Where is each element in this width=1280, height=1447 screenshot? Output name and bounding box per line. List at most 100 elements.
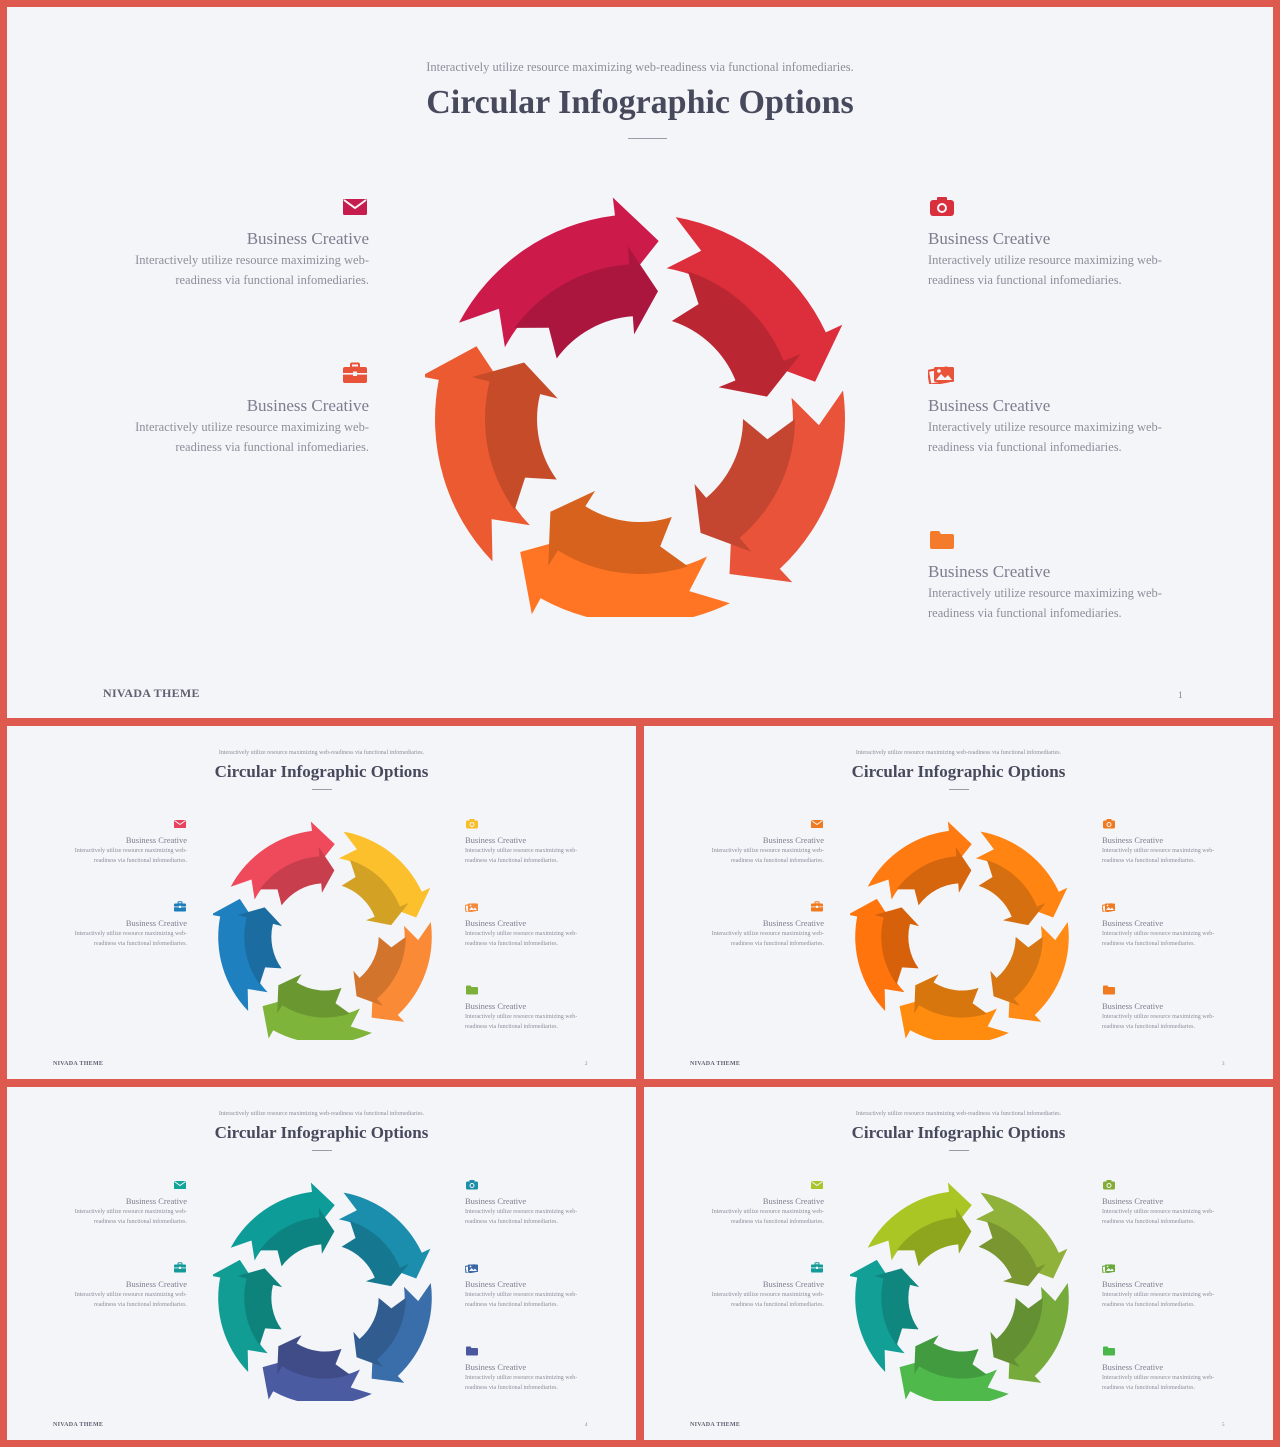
item-title: Business Creative [125, 1279, 187, 1289]
circular-arrow-diagram [850, 1182, 1069, 1401]
title-underline [628, 138, 667, 139]
cycle-arrow-outer [338, 831, 431, 918]
briefcase-icon [810, 901, 824, 912]
brand-name: NIVADA THEME [53, 1061, 104, 1067]
cycle-arrow-inner [671, 271, 801, 397]
cycle-arrow-outer [850, 898, 905, 1012]
cycle-arrow-inner [914, 974, 987, 1018]
cycle-arrow-inner [514, 246, 658, 359]
info-item: Business Creative Interactively utilize … [1102, 1345, 1222, 1393]
images-icon [465, 1262, 479, 1273]
item-text: Interactively utilize resource maximizin… [465, 1209, 578, 1225]
folder-icon [465, 1345, 479, 1356]
item-text: Interactively utilize resource maximizin… [1102, 1209, 1215, 1225]
item-title: Business Creative [762, 918, 824, 928]
item-text: Interactively utilize resource maximizin… [135, 420, 369, 454]
slide-2[interactable]: Interactively utilize resource maximizin… [7, 726, 636, 1079]
cycle-arrow-outer [1008, 1283, 1069, 1383]
cycle-arrow-inner [548, 490, 688, 574]
circular-arrow-diagram [425, 197, 845, 617]
item-text: Interactively utilize resource maximizin… [1102, 931, 1215, 947]
cycle-arrow-inner [237, 907, 283, 985]
camera-icon [928, 195, 956, 217]
item-title: Business Creative [928, 229, 1051, 248]
cycle-arrow-inner [259, 846, 335, 906]
info-item: Business Creative Interactively utilize … [704, 1262, 824, 1310]
title-underline [312, 789, 332, 790]
cycle-arrow-inner [277, 974, 350, 1018]
item-text: Interactively utilize resource maximizin… [465, 1292, 578, 1308]
briefcase-icon [810, 1262, 824, 1273]
item-title: Business Creative [928, 562, 1051, 581]
brand-name: NIVADA THEME [103, 686, 200, 700]
camera-icon [465, 1179, 479, 1190]
cycle-arrow-inner [694, 419, 795, 552]
item-text: Interactively utilize resource maximizin… [928, 586, 1162, 620]
item-text: Interactively utilize resource maximizin… [1102, 1292, 1215, 1308]
item-title: Business Creative [246, 229, 369, 248]
info-item: Business Creative Interactively utilize … [67, 1179, 187, 1227]
envelope-icon [173, 818, 187, 829]
info-item: Business Creative Interactively utilize … [1102, 1179, 1222, 1227]
item-title: Business Creative [465, 835, 527, 845]
slide-title: Circular Infographic Options [214, 1123, 429, 1142]
title-underline [949, 789, 969, 790]
slide-4[interactable]: Interactively utilize resource maximizin… [7, 1087, 636, 1440]
images-icon [465, 901, 479, 912]
cycle-arrow-outer [371, 922, 432, 1022]
info-item: Business Creative Interactively utilize … [133, 195, 369, 295]
slide-1[interactable]: Interactively utilize resource maximizin… [7, 7, 1273, 718]
item-title: Business Creative [1102, 1362, 1164, 1372]
cycle-arrow-outer [867, 1182, 972, 1261]
cycle-arrow-outer [729, 390, 845, 583]
info-item: Business Creative Interactively utilize … [465, 1179, 585, 1227]
slide-subtitle: Interactively utilize resource maximizin… [855, 1111, 1062, 1117]
folder-icon [928, 528, 956, 550]
item-title: Business Creative [125, 918, 187, 928]
item-text: Interactively utilize resource maximizin… [711, 848, 824, 864]
folder-icon [1102, 1345, 1116, 1356]
cycle-arrow-inner [990, 936, 1043, 1006]
info-item: Business Creative Interactively utilize … [1102, 818, 1222, 866]
item-title: Business Creative [928, 396, 1051, 415]
item-title: Business Creative [1102, 918, 1164, 928]
page-number: 2 [585, 1062, 588, 1067]
info-item: Business Creative Interactively utilize … [465, 901, 585, 949]
item-title: Business Creative [762, 1279, 824, 1289]
item-title: Business Creative [465, 918, 527, 928]
cycle-arrow-inner [353, 1297, 406, 1367]
item-title: Business Creative [465, 1196, 527, 1206]
briefcase-icon [173, 1262, 187, 1273]
cycle-arrow-outer [338, 1192, 431, 1279]
slide-title: Circular Infographic Options [851, 1123, 1066, 1142]
item-title: Business Creative [1102, 1196, 1164, 1206]
info-item: Business Creative Interactively utilize … [67, 1262, 187, 1310]
cycle-arrow-inner [914, 1335, 987, 1379]
cycle-arrow-outer [666, 217, 843, 382]
info-item: Business Creative Interactively utilize … [465, 1262, 585, 1310]
item-title: Business Creative [125, 1196, 187, 1206]
cycle-arrow-inner [277, 1335, 350, 1379]
slide-5[interactable]: Interactively utilize resource maximizin… [644, 1087, 1273, 1440]
cycle-arrow-inner [341, 860, 409, 926]
info-item: Business Creative Interactively utilize … [928, 528, 1164, 628]
brand-name: NIVADA THEME [53, 1422, 104, 1428]
item-text: Interactively utilize resource maximizin… [74, 931, 187, 947]
cycle-arrow-inner [874, 907, 920, 985]
slide-3[interactable]: Interactively utilize resource maximizin… [644, 726, 1273, 1079]
info-item: Business Creative Interactively utilize … [1102, 1262, 1222, 1310]
cycle-arrow-inner [341, 1221, 409, 1287]
cycle-arrow-outer [867, 821, 972, 900]
item-text: Interactively utilize resource maximizin… [465, 1014, 578, 1030]
item-text: Interactively utilize resource maximizin… [465, 848, 578, 864]
cycle-arrow-outer [230, 821, 335, 900]
info-item: Business Creative Interactively utilize … [704, 901, 824, 949]
cycle-arrow-outer [425, 346, 530, 562]
info-item: Business Creative Interactively utilize … [67, 818, 187, 866]
cycle-arrow-inner [353, 936, 406, 1006]
item-text: Interactively utilize resource maximizin… [1102, 848, 1215, 864]
info-item: Business Creative Interactively utilize … [67, 901, 187, 949]
envelope-icon [810, 1179, 824, 1190]
images-icon [928, 362, 956, 384]
cycle-arrow-outer [975, 1192, 1068, 1279]
